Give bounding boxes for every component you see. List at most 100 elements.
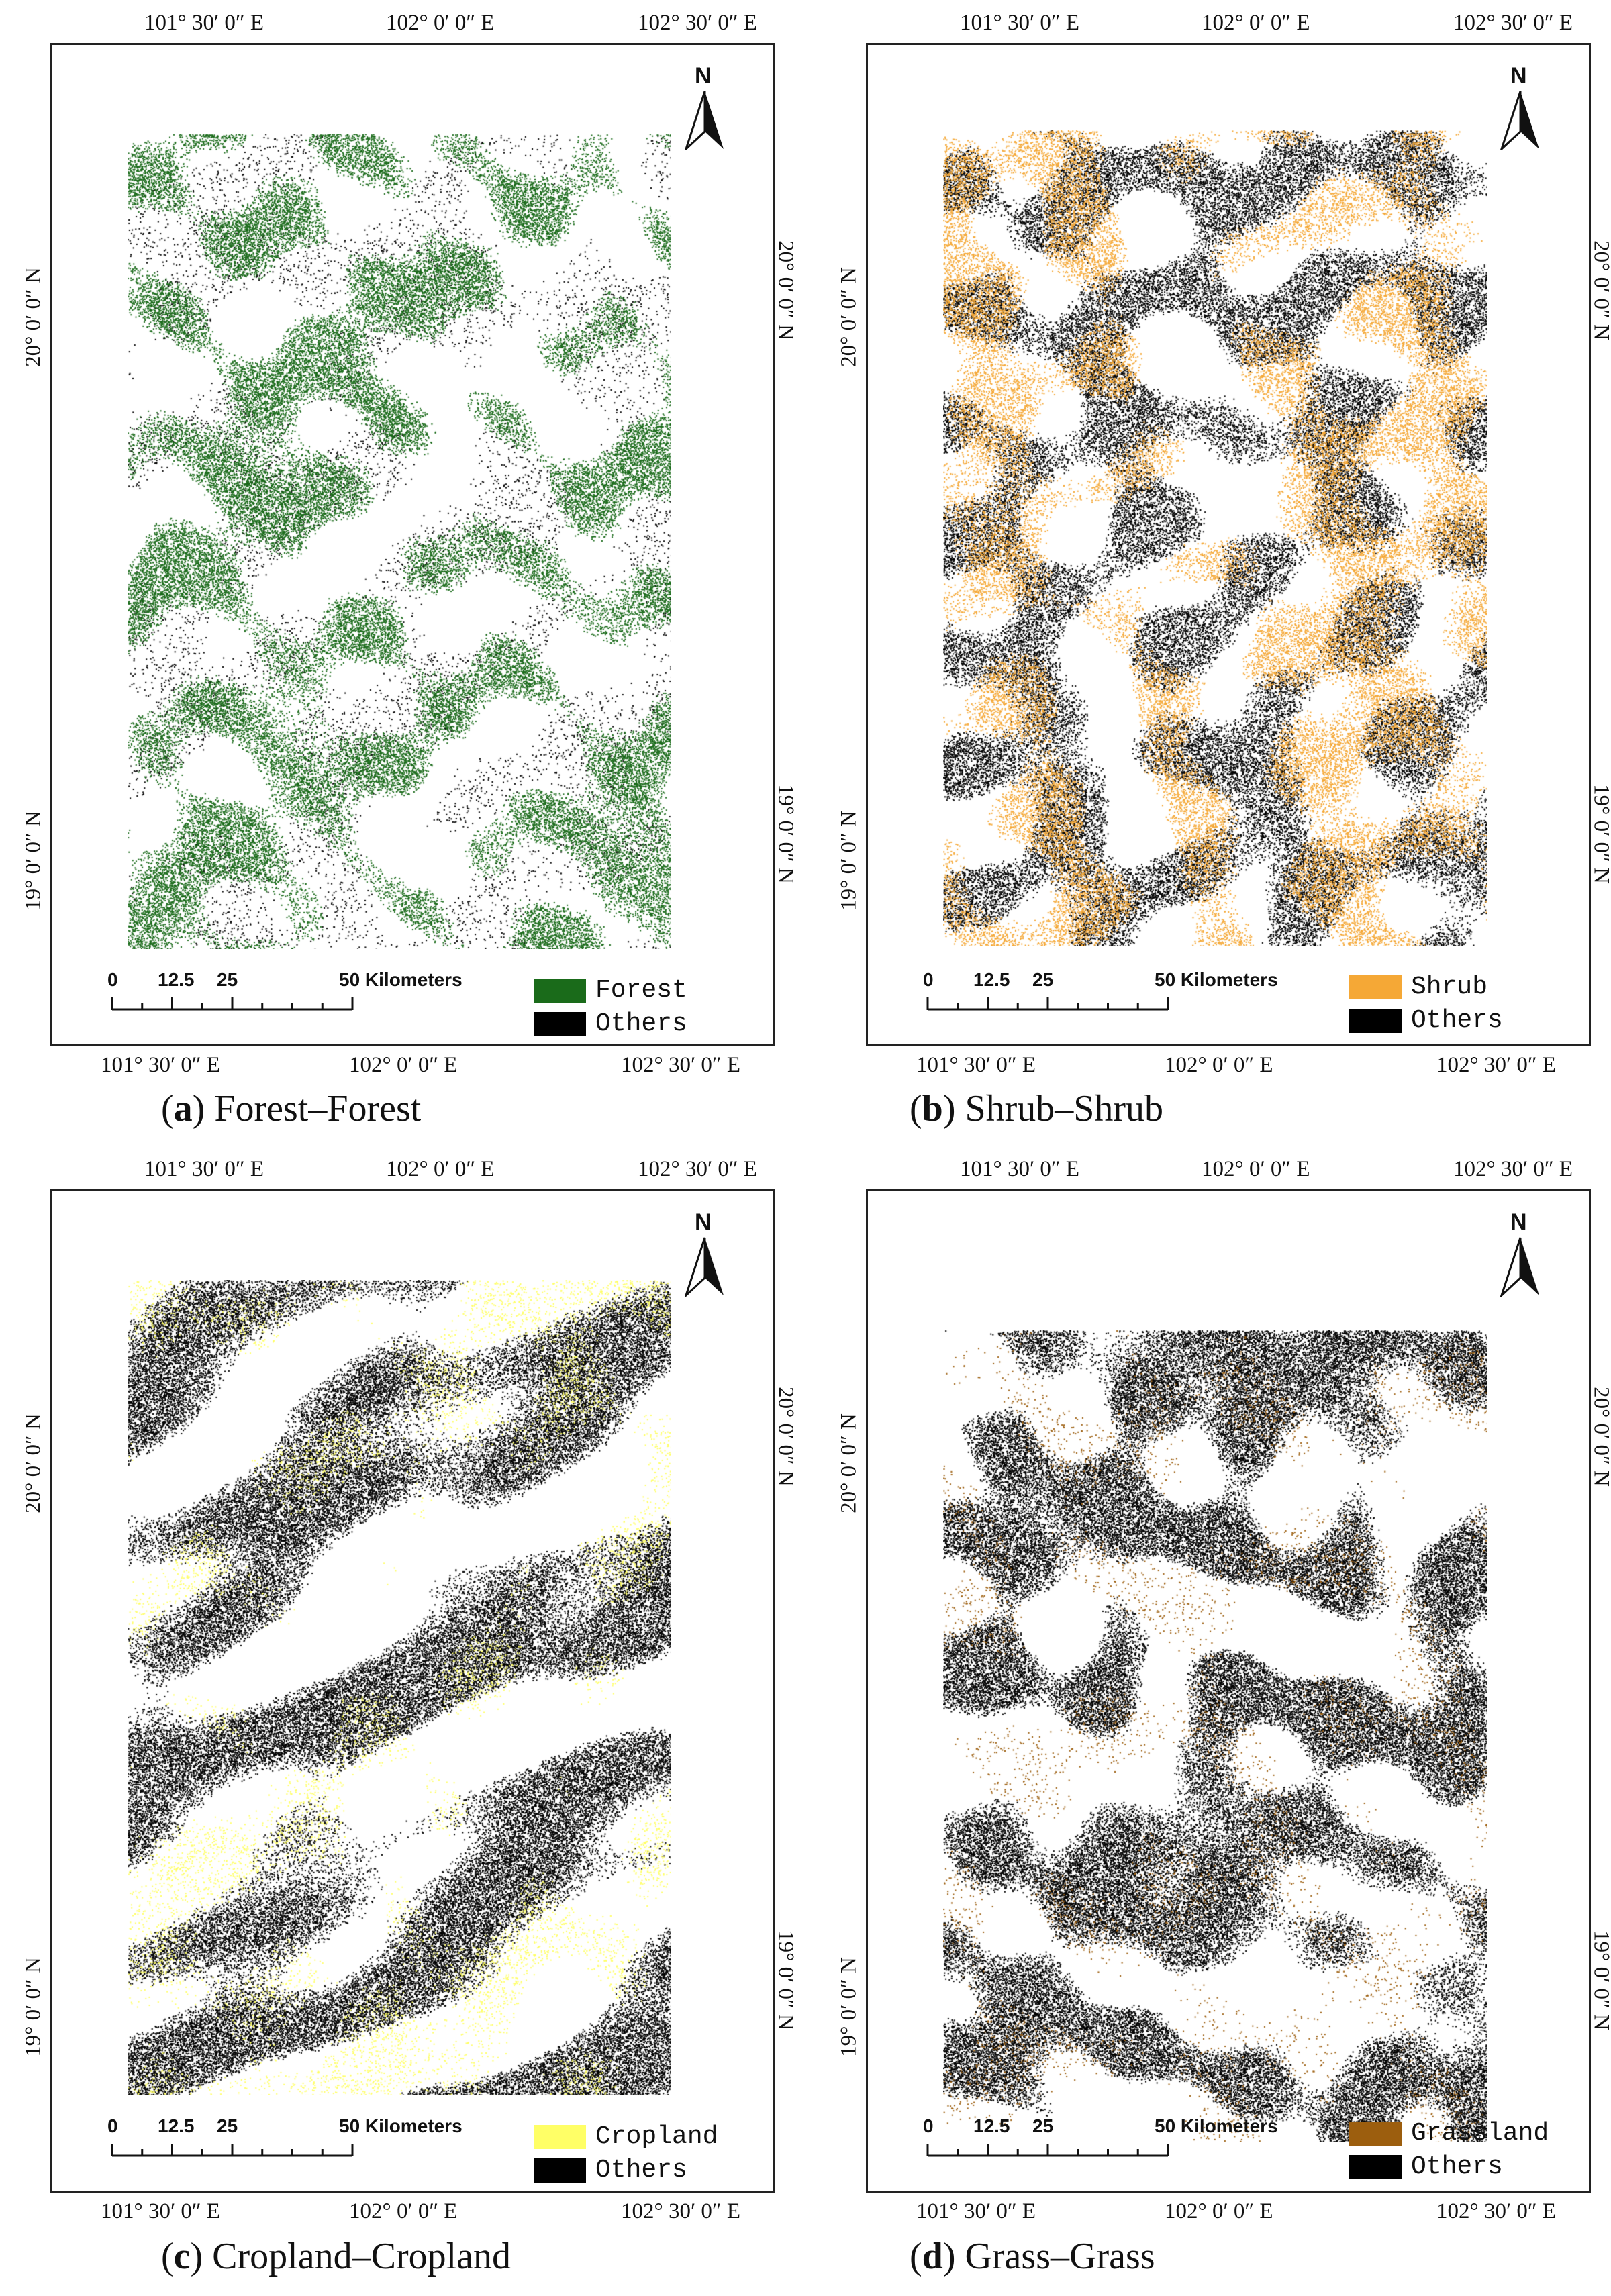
latitude-label-right: 19° 0′ 0″ N xyxy=(773,784,798,884)
longitude-label-top: 102° 0′ 0″ E xyxy=(386,11,495,35)
legend-label: Forest xyxy=(595,976,687,1005)
longitude-label-top: 102° 30′ 0″ E xyxy=(638,1157,758,1181)
latitude-label-left: 19° 0′ 0″ N xyxy=(836,811,861,911)
longitude-label-bottom: 101° 30′ 0″ E xyxy=(101,1053,221,1077)
scale-bar xyxy=(111,2144,354,2157)
legend-label: Others xyxy=(1411,2152,1503,2181)
legend-label: Others xyxy=(1411,1006,1503,1035)
north-arrow-icon xyxy=(685,1237,724,1297)
north-arrow-icon xyxy=(1500,1237,1539,1297)
legend-item: Others xyxy=(534,1009,687,1038)
scale-bar-label: 12.5 xyxy=(158,969,195,990)
north-arrow-icon xyxy=(1500,91,1539,150)
scale-bar-label: 0 xyxy=(107,2115,118,2136)
scale-bar-label: 12.5 xyxy=(973,969,1010,990)
caption-letter: b xyxy=(922,1088,943,1130)
legend-item: Others xyxy=(534,2156,687,2185)
latitude-label-right: 20° 0′ 0″ N xyxy=(1589,240,1611,340)
scale-bar-label: 50 Kilometers xyxy=(1155,969,1278,990)
longitude-label-bottom: 101° 30′ 0″ E xyxy=(916,2199,1036,2224)
scale-bar-label: 0 xyxy=(923,969,934,990)
scale-bar-label: 12.5 xyxy=(158,2115,195,2136)
longitude-label-top: 101° 30′ 0″ E xyxy=(960,1157,1080,1181)
latitude-label-right: 20° 0′ 0″ N xyxy=(1589,1387,1611,1487)
legend-swatch xyxy=(1349,1008,1402,1033)
caption-letter: c xyxy=(173,2236,191,2277)
legend-item: Grassland xyxy=(1349,2119,1549,2148)
latitude-label-right: 19° 0′ 0″ N xyxy=(1589,1930,1611,2030)
north-label: N xyxy=(695,63,712,89)
longitude-label-bottom: 102° 0′ 0″ E xyxy=(1165,2199,1273,2224)
legend-label: Cropland xyxy=(595,2122,718,2151)
caption-text: Forest–Forest xyxy=(214,1088,422,1130)
scale-bar xyxy=(926,997,1169,1011)
longitude-label-bottom: 102° 0′ 0″ E xyxy=(1165,1053,1273,1077)
scale-bar-label: 0 xyxy=(923,2115,934,2136)
longitude-label-top: 101° 30′ 0″ E xyxy=(960,11,1080,35)
panel-caption: (a) Forest–Forest xyxy=(161,1088,422,1130)
longitude-label-bottom: 102° 30′ 0″ E xyxy=(621,1053,741,1077)
caption-letter: a xyxy=(173,1088,193,1130)
scale-bar xyxy=(111,997,354,1011)
north-arrow-icon xyxy=(685,91,724,150)
caption-letter: d xyxy=(922,2236,943,2277)
caption-text: Grass–Grass xyxy=(965,2236,1155,2277)
scale-bar-label: 50 Kilometers xyxy=(1155,2115,1278,2136)
longitude-label-top: 102° 0′ 0″ E xyxy=(1202,1157,1310,1181)
scale-bar-label: 12.5 xyxy=(973,2115,1010,2136)
caption-text: Shrub–Shrub xyxy=(965,1088,1164,1130)
scale-bar-label: 25 xyxy=(1032,969,1054,990)
longitude-label-bottom: 101° 30′ 0″ E xyxy=(101,2199,221,2224)
scale-bar-label: 50 Kilometers xyxy=(339,2115,462,2136)
north-label: N xyxy=(695,1209,712,1235)
latitude-label-left: 19° 0′ 0″ N xyxy=(21,1957,46,2057)
legend-label: Others xyxy=(595,2156,687,2185)
longitude-label-top: 101° 30′ 0″ E xyxy=(144,11,264,35)
longitude-label-bottom: 102° 0′ 0″ E xyxy=(349,1053,458,1077)
legend-swatch xyxy=(534,978,586,1003)
legend-label: Grassland xyxy=(1411,2119,1549,2148)
legend-swatch xyxy=(1349,2154,1402,2179)
legend-label: Others xyxy=(595,1009,687,1038)
land-cover-raster xyxy=(943,1330,1487,2142)
panel-caption: (b) Shrub–Shrub xyxy=(910,1088,1164,1130)
longitude-label-bottom: 102° 30′ 0″ E xyxy=(621,2199,741,2224)
legend-swatch xyxy=(1349,2121,1402,2146)
scale-bar-label: 25 xyxy=(217,969,238,990)
land-cover-raster xyxy=(128,134,671,949)
longitude-label-bottom: 101° 30′ 0″ E xyxy=(916,1053,1036,1077)
latitude-label-left: 19° 0′ 0″ N xyxy=(21,811,46,911)
latitude-label-left: 19° 0′ 0″ N xyxy=(836,1957,861,2057)
land-cover-raster xyxy=(128,1280,671,2095)
legend-swatch xyxy=(534,2124,586,2149)
longitude-label-top: 102° 30′ 0″ E xyxy=(1453,11,1573,35)
north-label: N xyxy=(1510,63,1527,89)
longitude-label-top: 102° 0′ 0″ E xyxy=(386,1157,495,1181)
legend-swatch xyxy=(1349,975,1402,999)
caption-text: Cropland–Cropland xyxy=(212,2236,511,2277)
legend-item: Others xyxy=(1349,1006,1503,1035)
legend-label: Shrub xyxy=(1411,972,1488,1001)
legend-item: Others xyxy=(1349,2152,1503,2181)
scale-bar-label: 0 xyxy=(107,969,118,990)
scale-bar-label: 25 xyxy=(217,2115,238,2136)
land-cover-raster xyxy=(943,130,1487,946)
north-label: N xyxy=(1510,1209,1527,1235)
longitude-label-bottom: 102° 30′ 0″ E xyxy=(1436,1053,1557,1077)
latitude-label-right: 19° 0′ 0″ N xyxy=(1589,784,1611,884)
scale-bar-label: 50 Kilometers xyxy=(339,969,462,990)
latitude-label-left: 20° 0′ 0″ N xyxy=(836,1413,861,1513)
legend-item: Shrub xyxy=(1349,972,1487,1001)
latitude-label-left: 20° 0′ 0″ N xyxy=(21,1413,46,1513)
legend-item: Forest xyxy=(534,976,687,1005)
latitude-label-left: 20° 0′ 0″ N xyxy=(836,267,861,367)
latitude-label-right: 20° 0′ 0″ N xyxy=(773,240,798,340)
legend-swatch xyxy=(534,1011,586,1036)
longitude-label-top: 101° 30′ 0″ E xyxy=(144,1157,264,1181)
longitude-label-top: 102° 0′ 0″ E xyxy=(1202,11,1310,35)
legend-swatch xyxy=(534,2158,586,2183)
longitude-label-bottom: 102° 30′ 0″ E xyxy=(1436,2199,1557,2224)
scale-bar-label: 25 xyxy=(1032,2115,1054,2136)
latitude-label-right: 20° 0′ 0″ N xyxy=(773,1387,798,1487)
longitude-label-top: 102° 30′ 0″ E xyxy=(638,11,758,35)
